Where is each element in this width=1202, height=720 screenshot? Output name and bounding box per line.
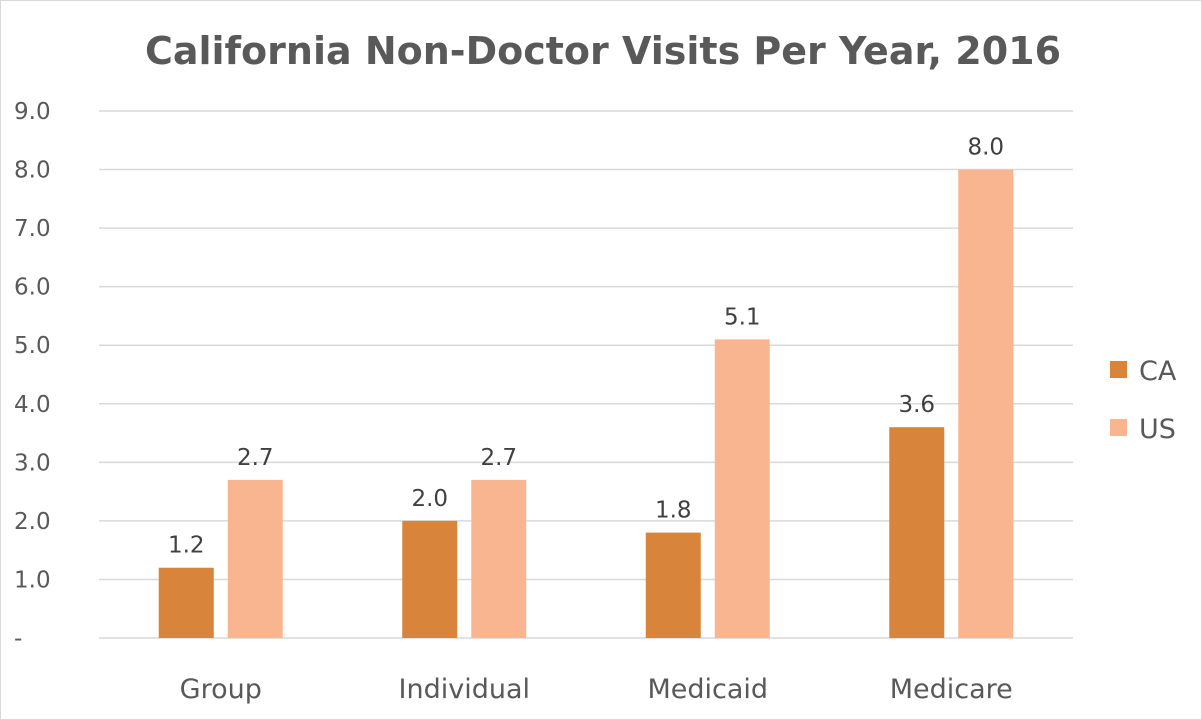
y-axis: - 1.0 2.0 3.0 4.0 5.0 6.0 7.0 8.0 9.0	[14, 99, 51, 652]
bar-us-group	[227, 479, 283, 638]
bar-us-medicare	[958, 169, 1014, 639]
y-tick-label: 5.0	[14, 333, 51, 359]
y-tick-label: 6.0	[14, 275, 51, 301]
y-tick-label: 1.0	[14, 567, 51, 593]
legend-label-us: US	[1139, 414, 1176, 445]
legend: CA US	[1110, 356, 1177, 445]
x-category-label: Individual	[399, 674, 531, 705]
x-axis: Group Individual Medicaid Medicare	[180, 674, 1013, 705]
data-label: 2.0	[411, 486, 448, 512]
x-category-label: Medicare	[890, 674, 1013, 705]
bar-ca-medicaid	[645, 532, 701, 638]
bar-us-individual	[471, 479, 527, 638]
data-label: 2.7	[237, 445, 274, 471]
bar-us-medicaid	[714, 339, 770, 638]
y-tick-label: 9.0	[14, 99, 51, 125]
x-category-label: Medicaid	[647, 674, 768, 705]
data-label: 1.2	[168, 533, 205, 559]
data-label: 1.8	[655, 498, 692, 524]
bars	[158, 169, 1014, 639]
data-label: 5.1	[724, 304, 761, 330]
x-category-label: Group	[180, 674, 262, 705]
legend-swatch-ca	[1110, 361, 1127, 378]
y-tick-label: 4.0	[14, 392, 51, 418]
y-tick-label: 2.0	[14, 509, 51, 535]
data-label: 2.7	[480, 445, 517, 471]
bar-ca-group	[158, 567, 214, 638]
data-labels: 1.2 2.7 2.0 2.7 1.8 5.1 3.6 8.0	[168, 135, 1004, 559]
data-label: 3.6	[898, 392, 935, 418]
legend-swatch-us	[1110, 419, 1127, 436]
y-tick-label: 3.0	[14, 450, 51, 476]
legend-label-ca: CA	[1139, 356, 1177, 387]
chart-title: California Non-Doctor Visits Per Year, 2…	[145, 29, 1061, 73]
bar-ca-individual	[402, 520, 458, 638]
data-label: 8.0	[967, 135, 1004, 161]
y-tick-label: -	[14, 626, 22, 652]
y-tick-label: 7.0	[14, 216, 51, 242]
bar-ca-medicare	[889, 427, 945, 638]
y-tick-label: 8.0	[14, 158, 51, 184]
